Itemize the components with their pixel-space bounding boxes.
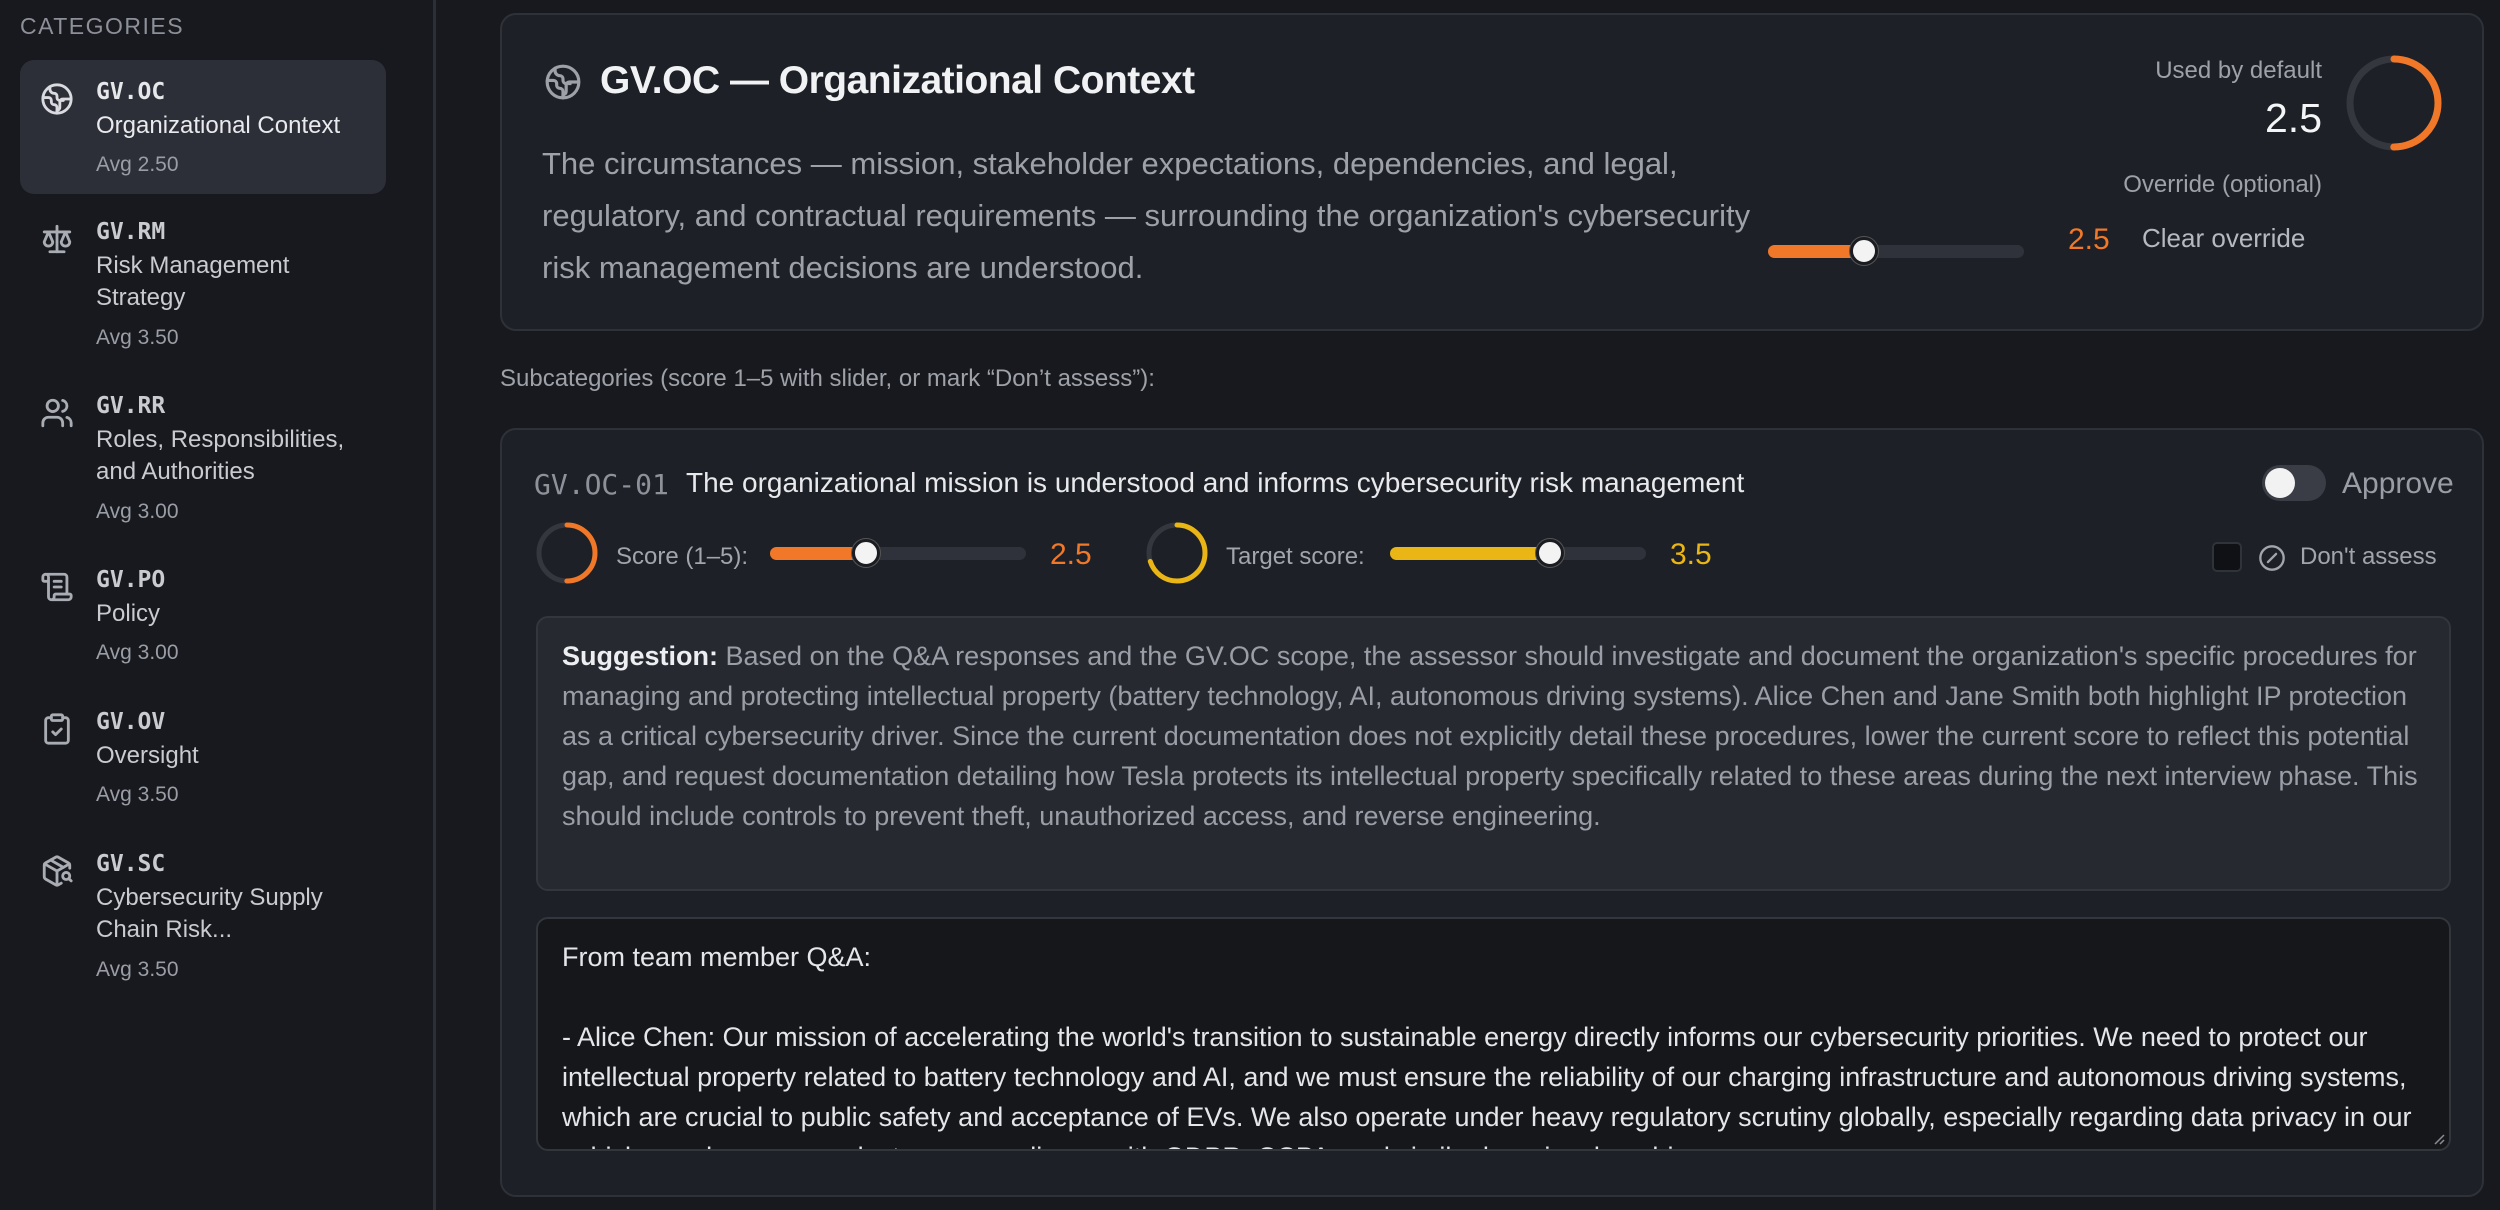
- category-avg: Avg 3.50: [96, 783, 179, 806]
- scroll-icon: [41, 572, 73, 602]
- slider-fill: [1390, 547, 1550, 560]
- category-name: Roles, Responsibilities, and Authorities: [96, 426, 345, 485]
- ban-icon: [2259, 545, 2285, 571]
- category-header-card: GV.OC — Organizational Context The circu…: [500, 13, 2484, 331]
- slider-handle[interactable]: [852, 539, 880, 567]
- dont-assess-label: Don't assess: [2300, 543, 2437, 570]
- category-code: GV.RR: [96, 393, 166, 419]
- override-value: 2.5: [2068, 223, 2110, 256]
- page-title: GV.OC — Organizational Context: [600, 59, 1195, 102]
- category-name: Policy: [96, 600, 161, 627]
- slider-fill: [1768, 245, 1864, 258]
- clipboard-check-icon: [44, 713, 70, 745]
- subcategories-label: Subcategories (score 1–5 with slider, or…: [500, 365, 1155, 392]
- notes-textarea[interactable]: From team member Q&A: - Alice Chen: Our …: [536, 917, 2451, 1151]
- score-ring: [536, 522, 598, 584]
- suggestion-label: Suggestion:: [562, 641, 718, 671]
- resize-handle-icon[interactable]: [2431, 1131, 2445, 1145]
- sidebar-item-gv-po[interactable]: GV.PO Policy Avg 3.00: [20, 548, 386, 682]
- category-description: The circumstances — mission, stakeholder…: [542, 146, 1751, 285]
- category-avg: Avg 3.50: [96, 958, 179, 981]
- clear-override-button[interactable]: Clear override: [2142, 223, 2306, 253]
- category-code: GV.SC: [96, 851, 166, 877]
- approve-toggle[interactable]: [2262, 465, 2326, 501]
- category-code: GV.OC: [96, 79, 166, 105]
- subcategory-title: The organizational mission is understood…: [686, 467, 1745, 498]
- suggestion-text: Based on the Q&A responses and the GV.OC…: [562, 641, 2418, 831]
- score-slider[interactable]: [770, 539, 1026, 567]
- subcategory-card: GV.OC-01 The organizational mission is u…: [500, 428, 2484, 1197]
- category-code: GV.PO: [96, 567, 166, 593]
- score-ring: [2346, 55, 2442, 151]
- override-label: Override (optional): [2123, 171, 2322, 198]
- globe-icon: [545, 64, 581, 100]
- subcategory-code: GV.OC-01: [534, 468, 669, 501]
- target-score-value: 3.5: [1670, 538, 1712, 571]
- globe-icon: [41, 83, 73, 115]
- score-label: Score (1–5):: [616, 543, 749, 570]
- slider-fill: [770, 547, 866, 560]
- sidebar-item-gv-ov[interactable]: GV.OV Oversight Avg 3.50: [20, 690, 386, 824]
- used-by-default-value: 2.5: [2265, 95, 2322, 141]
- category-avg: Avg 3.50: [96, 326, 179, 349]
- category-name: Oversight: [96, 742, 199, 769]
- category-avg: Avg 2.50: [96, 153, 179, 176]
- category-code: GV.OV: [96, 709, 166, 735]
- category-code: GV.RM: [96, 219, 166, 245]
- used-by-default-label: Used by default: [2155, 57, 2322, 84]
- dont-assess-checkbox[interactable]: [2212, 542, 2242, 572]
- sidebar-title: CATEGORIES: [20, 13, 185, 39]
- category-name: Risk Management Strategy: [96, 252, 290, 311]
- sidebar: CATEGORIES GV.OC Organizational Context …: [0, 0, 436, 1210]
- slider-handle[interactable]: [1536, 539, 1564, 567]
- category-name: Cybersecurity Supply Chain Risk...: [96, 884, 323, 943]
- approve-label: Approve: [2342, 467, 2454, 500]
- notes-text: From team member Q&A: - Alice Chen: Our …: [562, 942, 2412, 1149]
- score-value: 2.5: [1050, 538, 1092, 571]
- slider-handle[interactable]: [1850, 237, 1878, 265]
- suggestion-box: Suggestion: Based on the Q&A responses a…: [536, 616, 2451, 891]
- override-slider[interactable]: [1768, 237, 2024, 265]
- users-icon: [41, 398, 73, 428]
- target-score-slider[interactable]: [1390, 539, 1646, 567]
- category-avg: Avg 3.00: [96, 500, 179, 523]
- target-score-label: Target score:: [1226, 543, 1365, 570]
- category-name: Organizational Context: [96, 112, 341, 139]
- sidebar-item-gv-rm[interactable]: GV.RM Risk Management Strategy Avg 3.50: [20, 200, 386, 360]
- package-search-icon: [42, 855, 73, 887]
- sidebar-item-gv-sc[interactable]: GV.SC Cybersecurity Supply Chain Risk...…: [20, 832, 386, 992]
- target-ring: [1146, 522, 1208, 584]
- category-avg: Avg 3.00: [96, 641, 179, 664]
- sidebar-item-gv-rr[interactable]: GV.RR Roles, Responsibilities, and Autho…: [20, 374, 386, 534]
- scale-icon: [42, 224, 72, 254]
- toggle-knob: [2265, 468, 2295, 498]
- sidebar-item-gv-oc[interactable]: GV.OC Organizational Context Avg 2.50: [20, 60, 386, 194]
